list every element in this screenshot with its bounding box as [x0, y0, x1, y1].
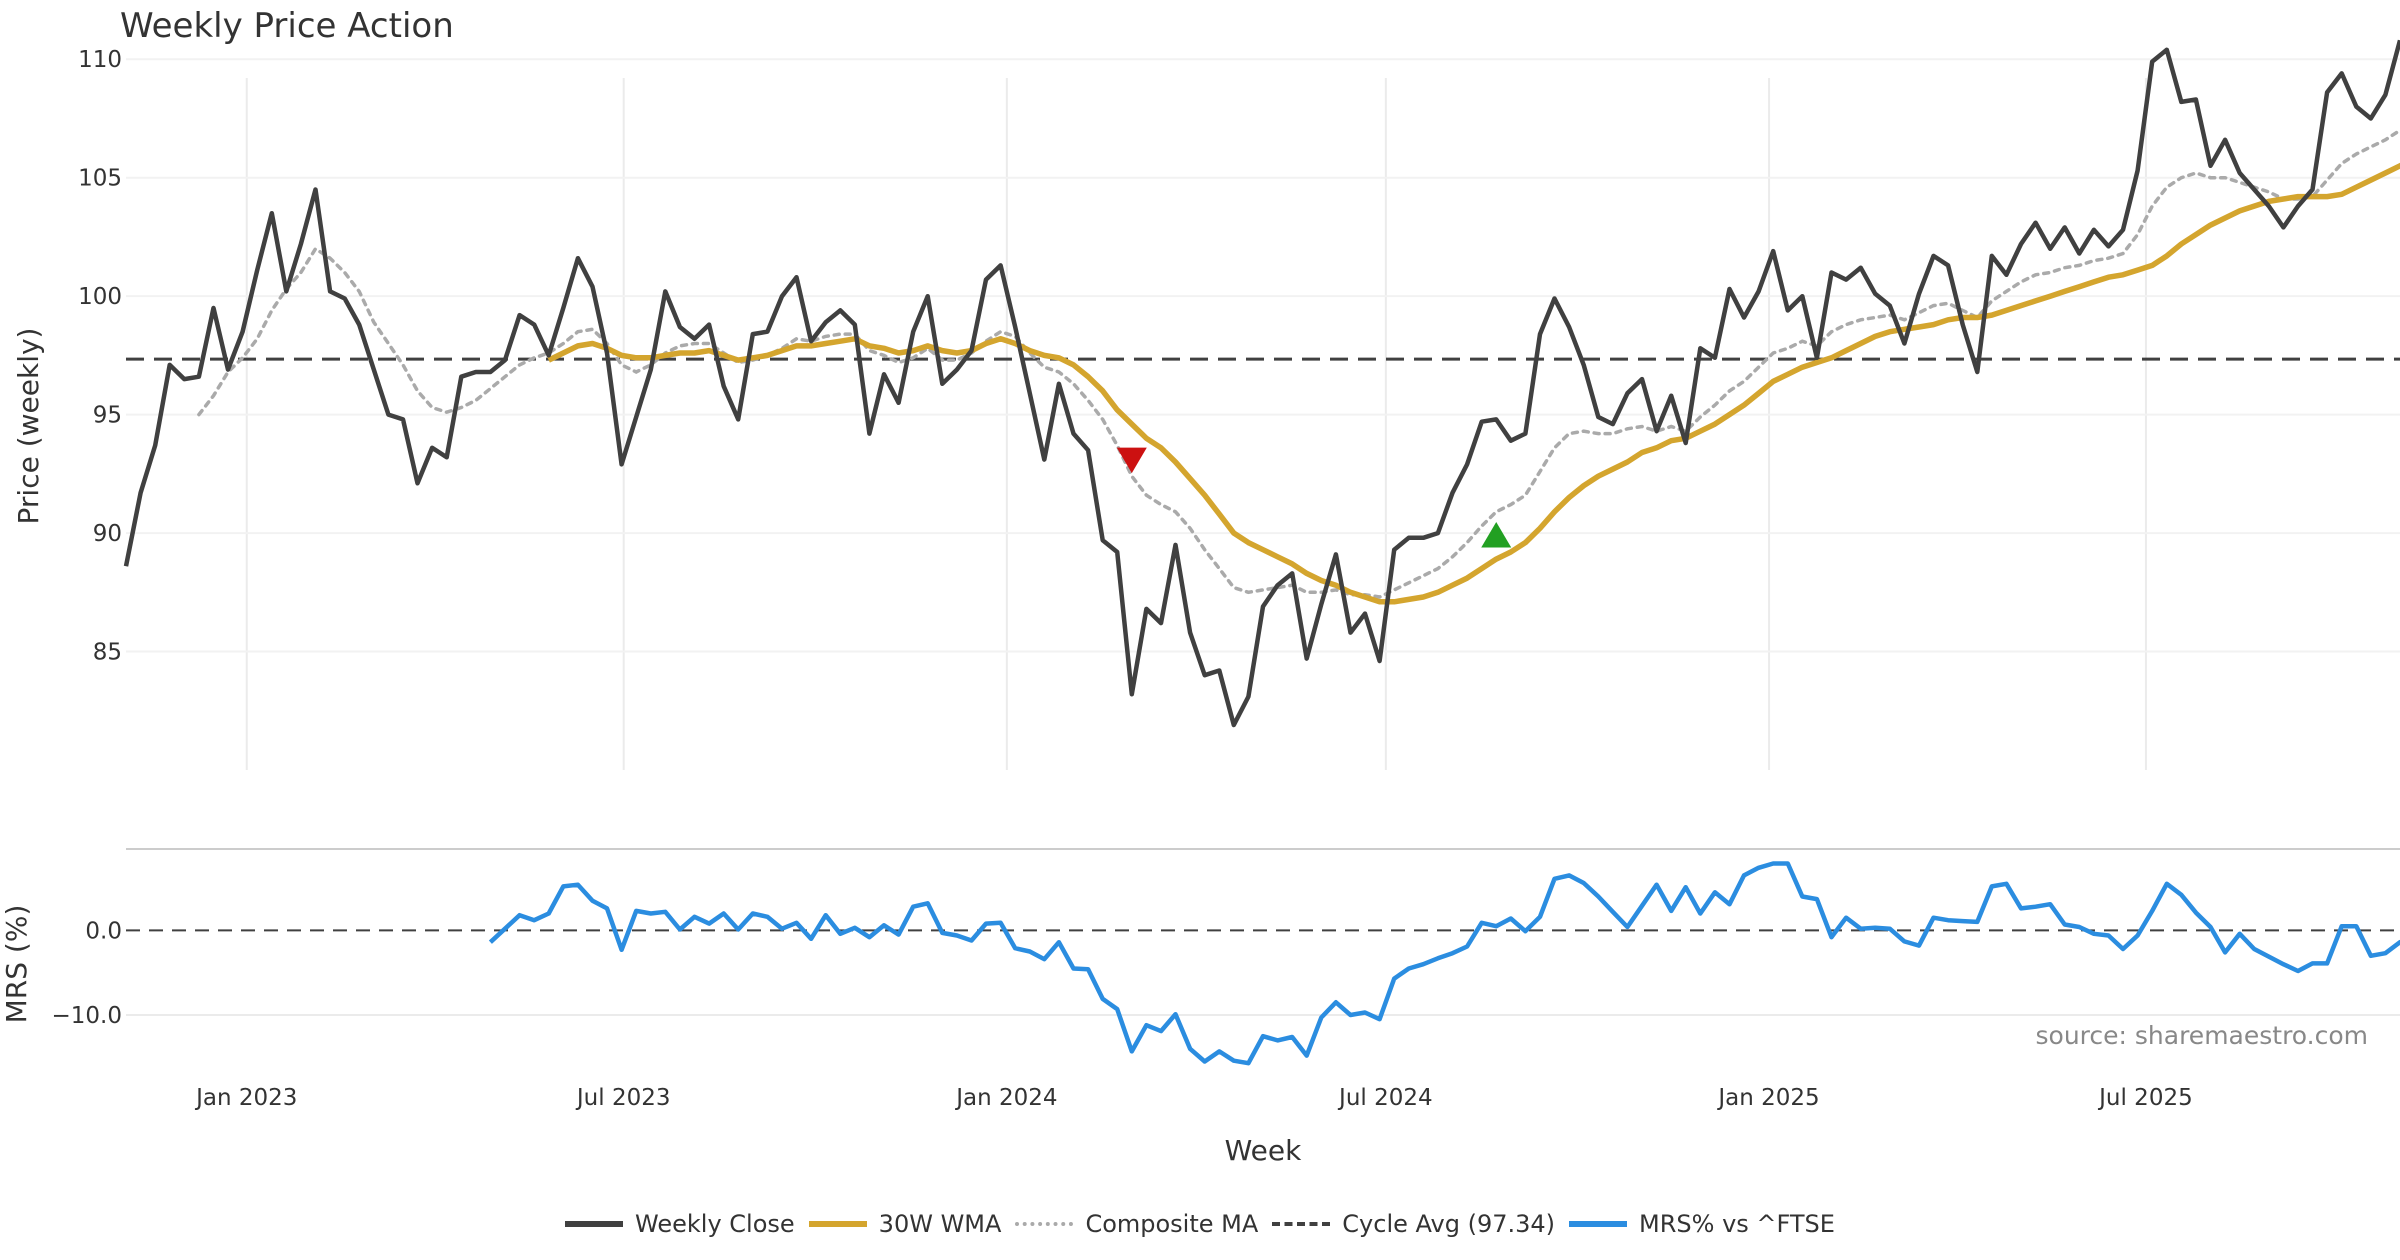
- price-panel-grid: [126, 58, 2400, 770]
- price-y-tick: 110: [78, 47, 122, 73]
- chart-title: Weekly Price Action: [120, 6, 454, 46]
- legend-item: MRS% vs ^FTSE: [1569, 1210, 1835, 1238]
- x-tick: Jul 2025: [2097, 1085, 2193, 1111]
- legend-swatch: [808, 1221, 867, 1227]
- legend-label: Composite MA: [1085, 1210, 1259, 1238]
- legend-label: Weekly Close: [635, 1210, 795, 1238]
- price-y-ticks: 85 90 95 100 105 110: [78, 47, 122, 665]
- buy-signal-marker: [1481, 521, 1512, 548]
- mrs-y-axis-label: MRS (%): [0, 905, 33, 1024]
- legend-swatch: [1015, 1222, 1074, 1226]
- legend-item: Cycle Avg (97.34): [1272, 1210, 1555, 1238]
- x-axis-ticks: Jan 2023 Jul 2023 Jan 2024 Jul 2024 Jan 2025…: [194, 1085, 2193, 1111]
- wma-30-series: [547, 162, 2400, 605]
- sell-signal-marker: [1116, 447, 1147, 474]
- mrs-series: [488, 861, 2400, 1066]
- x-tick: Jul 2023: [575, 1085, 671, 1111]
- legend-swatch: [1272, 1222, 1331, 1226]
- signal-markers: [1116, 447, 1512, 548]
- legend-label: MRS% vs ^FTSE: [1639, 1210, 1835, 1238]
- chart-canvas: 85 90 95 100 105 110 0.0 −10.0 Jan 2023 Jul 202…: [0, 39, 2400, 1167]
- price-y-tick: 90: [93, 521, 122, 547]
- price-y-tick: 105: [78, 166, 122, 192]
- legend-swatch: [565, 1221, 624, 1227]
- legend-label: Cycle Avg (97.34): [1342, 1210, 1556, 1238]
- legend-swatch: [1569, 1221, 1628, 1227]
- mrs-y-ticks: 0.0 −10.0: [52, 918, 122, 1029]
- mrs-y-tick: −10.0: [52, 1003, 122, 1029]
- x-tick: Jan 2025: [1716, 1085, 1819, 1111]
- source-attribution: source: sharemaestro.com: [2036, 1021, 2369, 1050]
- x-tick: Jan 2024: [954, 1085, 1057, 1111]
- mrs-y-tick: 0.0: [85, 918, 122, 944]
- x-axis-label: Week: [1225, 1134, 1302, 1167]
- chart-legend: Weekly Close 30W WMA Composite MA Cycle Avg…: [0, 1210, 2400, 1238]
- legend-item: Composite MA: [1015, 1210, 1258, 1238]
- legend-label: 30W WMA: [878, 1210, 1002, 1238]
- composite-ma-series: [197, 128, 2400, 599]
- price-y-axis-label: Price (weekly): [12, 328, 45, 525]
- legend-item: Weekly Close: [565, 1210, 795, 1238]
- x-tick: Jul 2024: [1337, 1085, 1433, 1111]
- price-y-tick: 85: [93, 640, 122, 666]
- legend-item: 30W WMA: [808, 1210, 1002, 1238]
- price-y-tick: 100: [78, 284, 122, 310]
- x-tick: Jan 2023: [194, 1085, 297, 1111]
- price-y-tick: 95: [93, 403, 122, 429]
- weekly-close-series: [123, 39, 2400, 728]
